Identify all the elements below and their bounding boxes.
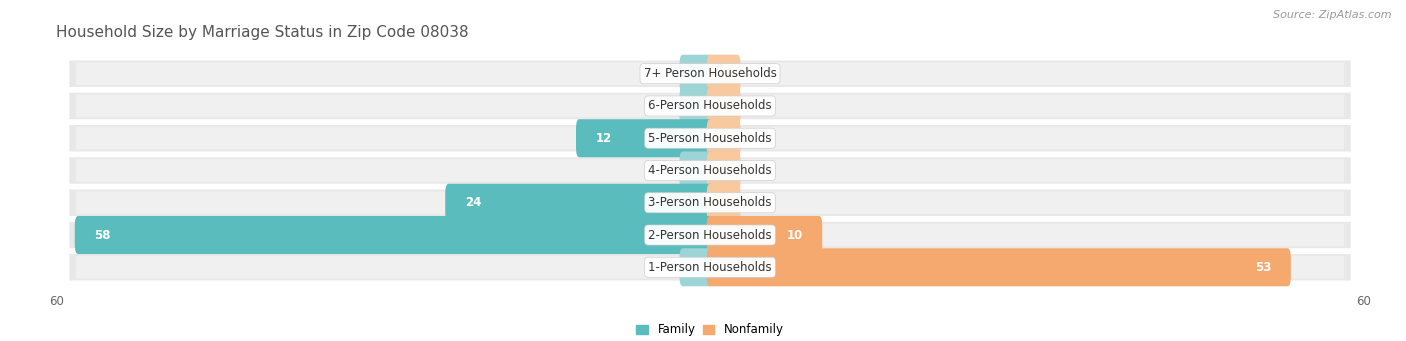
FancyBboxPatch shape [707, 248, 1291, 286]
FancyBboxPatch shape [69, 190, 1351, 216]
Text: 0: 0 [742, 100, 749, 113]
Text: 0: 0 [742, 196, 749, 209]
Text: 10: 10 [786, 228, 803, 241]
Text: 3-Person Households: 3-Person Households [648, 196, 772, 209]
Text: 58: 58 [94, 228, 111, 241]
Text: 2-Person Households: 2-Person Households [648, 228, 772, 241]
Text: 0: 0 [742, 132, 749, 145]
Text: 0: 0 [671, 100, 678, 113]
FancyBboxPatch shape [69, 93, 1351, 119]
FancyBboxPatch shape [69, 222, 1351, 248]
FancyBboxPatch shape [75, 216, 713, 254]
FancyBboxPatch shape [76, 159, 1344, 182]
FancyBboxPatch shape [446, 184, 713, 222]
FancyBboxPatch shape [76, 95, 1344, 117]
FancyBboxPatch shape [576, 119, 713, 157]
FancyBboxPatch shape [679, 248, 713, 286]
FancyBboxPatch shape [707, 216, 823, 254]
Text: 53: 53 [1254, 261, 1271, 274]
FancyBboxPatch shape [69, 60, 1351, 87]
FancyBboxPatch shape [679, 151, 713, 190]
FancyBboxPatch shape [76, 127, 1344, 150]
FancyBboxPatch shape [707, 87, 741, 125]
Text: Source: ZipAtlas.com: Source: ZipAtlas.com [1274, 10, 1392, 20]
Text: 0: 0 [742, 164, 749, 177]
Text: 1-Person Households: 1-Person Households [648, 261, 772, 274]
Text: Household Size by Marriage Status in Zip Code 08038: Household Size by Marriage Status in Zip… [56, 25, 468, 40]
Legend: Family, Nonfamily: Family, Nonfamily [637, 324, 783, 337]
FancyBboxPatch shape [69, 157, 1351, 184]
FancyBboxPatch shape [76, 62, 1344, 85]
FancyBboxPatch shape [69, 125, 1351, 151]
FancyBboxPatch shape [76, 256, 1344, 279]
Text: 12: 12 [596, 132, 612, 145]
Text: 0: 0 [742, 67, 749, 80]
Text: 0: 0 [671, 67, 678, 80]
Text: 24: 24 [465, 196, 481, 209]
FancyBboxPatch shape [707, 119, 741, 157]
Text: 5-Person Households: 5-Person Households [648, 132, 772, 145]
Text: 7+ Person Households: 7+ Person Households [644, 67, 776, 80]
Text: 4-Person Households: 4-Person Households [648, 164, 772, 177]
FancyBboxPatch shape [76, 191, 1344, 214]
Text: 0: 0 [671, 261, 678, 274]
FancyBboxPatch shape [679, 55, 713, 93]
FancyBboxPatch shape [707, 184, 741, 222]
Text: 0: 0 [671, 164, 678, 177]
FancyBboxPatch shape [707, 151, 741, 190]
FancyBboxPatch shape [679, 87, 713, 125]
FancyBboxPatch shape [76, 224, 1344, 246]
FancyBboxPatch shape [69, 254, 1351, 281]
Text: 6-Person Households: 6-Person Households [648, 100, 772, 113]
FancyBboxPatch shape [707, 55, 741, 93]
